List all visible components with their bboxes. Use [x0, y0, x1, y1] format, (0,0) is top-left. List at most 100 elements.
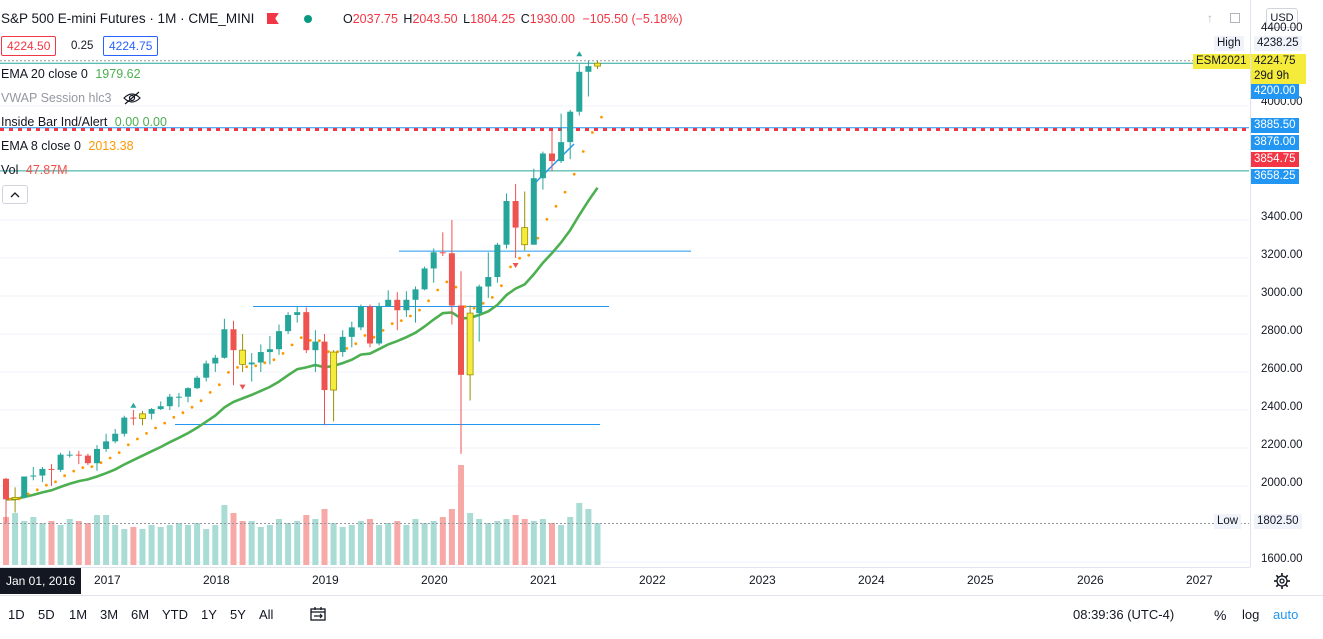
price-tick: 3400.00	[1261, 211, 1303, 223]
ema8-dot	[181, 411, 185, 415]
legend-ema20[interactable]: EMA 20 close 0 1979.62	[1, 67, 141, 81]
ema8-dot	[399, 319, 403, 322]
volume-bar	[412, 519, 419, 565]
volume-bar	[57, 525, 64, 565]
ema8-dot	[318, 339, 321, 343]
candle-body	[476, 286, 483, 314]
ema8-dot	[245, 365, 249, 369]
ema8-dot	[227, 371, 230, 374]
time-scale[interactable]: Jan 01, 2016 2017 2018 2019 2020 2021 20…	[0, 567, 1290, 595]
range-1y[interactable]: 1Y	[201, 607, 217, 622]
ema8-dot	[217, 383, 221, 387]
maximize-button[interactable]	[1225, 9, 1245, 27]
price-label-3658: 3658.25	[1251, 169, 1299, 184]
range-ytd[interactable]: YTD	[162, 607, 188, 622]
ohlc-change: −105.50 (−5.18%)	[582, 12, 683, 26]
currency-label[interactable]: USD	[1266, 8, 1298, 28]
volume-bar	[194, 523, 201, 565]
volume-bar	[385, 523, 392, 565]
candle-body	[585, 66, 592, 72]
scroll-up-button[interactable]: ↑	[1207, 11, 1213, 25]
ema8-dot	[117, 451, 121, 454]
range-3m[interactable]: 3M	[100, 607, 119, 622]
flag-icon[interactable]	[266, 13, 279, 24]
range-all[interactable]: All	[259, 607, 274, 622]
price-tick: 2200.00	[1261, 439, 1303, 451]
candle-body	[194, 377, 201, 389]
candle-body	[257, 352, 264, 363]
ema8-dot	[363, 334, 367, 337]
legend-inside-bar[interactable]: Inside Bar Ind/Alert 0.00 0.00	[1, 115, 167, 129]
candle-body	[558, 142, 565, 162]
volume-bar	[367, 519, 373, 565]
last-price-label: 4224.75 29d 9h	[1251, 54, 1306, 84]
ema8-dot	[572, 172, 576, 176]
ema8-dot	[409, 314, 412, 318]
candle-body	[367, 306, 373, 344]
ema8-dot	[581, 150, 585, 153]
clock-readout[interactable]: 08:39:36 (UTC-4)	[1073, 607, 1175, 622]
date-range-icon[interactable]	[309, 606, 327, 622]
settings-gear-icon[interactable]	[1273, 572, 1291, 590]
year-tick: 2021	[530, 573, 557, 587]
sell-price-button[interactable]: 4224.50	[1, 36, 57, 56]
range-1m[interactable]: 1M	[69, 607, 88, 622]
auto-toggle[interactable]: auto	[1273, 607, 1299, 622]
candle-body	[303, 312, 310, 351]
year-tick: 2019	[312, 573, 339, 587]
volume-bar	[294, 521, 301, 565]
candle-body	[175, 396, 182, 398]
ema8-dot	[199, 399, 203, 403]
candle-body	[549, 153, 555, 162]
ohlc-high: 2043.50	[412, 12, 458, 26]
ema8-dot	[136, 437, 139, 441]
hidden-eye-icon[interactable]	[123, 91, 141, 109]
ema8-dot	[108, 456, 112, 460]
ema8-dot	[600, 115, 603, 119]
collapse-legend-button[interactable]	[2, 185, 28, 204]
legend-ema8[interactable]: EMA 8 close 0 2013.38	[1, 139, 134, 153]
ema8-dot	[554, 204, 558, 208]
symbol-title[interactable]: S&P 500 E-mini Futures · 1M · CME_MINI	[1, 11, 255, 26]
candle-body	[276, 331, 282, 350]
ema8-dot	[445, 280, 449, 284]
inside-bar-up-arrow	[130, 402, 137, 408]
year-tick: 2024	[858, 573, 885, 587]
ema8-dot	[126, 443, 130, 447]
low-label: Low	[1214, 514, 1242, 529]
volume-bar	[530, 521, 537, 565]
volume-bar	[257, 527, 264, 565]
ohlc-open: 2037.75	[352, 12, 398, 26]
volume-bar	[476, 519, 483, 565]
candle-body	[239, 349, 247, 365]
legend-vwap[interactable]: VWAP Session hlc3	[1, 90, 141, 109]
legend-volume[interactable]: Vol 47.87M	[1, 163, 68, 177]
candle-body	[448, 253, 455, 306]
range-6m[interactable]: 6M	[131, 607, 150, 622]
volume-bar	[467, 513, 474, 565]
ema8-dot	[481, 301, 485, 305]
ema8-dot	[472, 306, 476, 310]
price-tick: 4400.00	[1261, 22, 1303, 34]
volume-bar	[421, 523, 428, 565]
log-toggle[interactable]: log	[1242, 607, 1260, 622]
volume-bar	[494, 521, 501, 565]
buy-price-button[interactable]: 4224.75	[103, 36, 159, 56]
volume-bar	[376, 525, 383, 565]
bottom-toolbar: 1D 5D 1M 3M 6M YTD 1Y 5Y All 08:39:36 (U…	[0, 595, 1323, 635]
candle-body	[112, 433, 119, 442]
volume-bar	[212, 525, 219, 565]
ema8-dot	[354, 342, 358, 346]
price-tick: 2400.00	[1261, 401, 1303, 413]
candle-body	[458, 305, 464, 375]
price-tick: 2800.00	[1261, 325, 1303, 337]
range-5d[interactable]: 5D	[38, 607, 55, 622]
range-1d[interactable]: 1D	[8, 607, 25, 622]
range-5y[interactable]: 5Y	[230, 607, 246, 622]
percent-toggle[interactable]: %	[1214, 607, 1227, 623]
ema8-dot	[418, 308, 421, 312]
ema8-dot	[372, 335, 376, 339]
price-scale[interactable]: 4400.00 4000.00 3400.00 3200.00 3000.00 …	[1250, 0, 1323, 567]
price-chart-canvas[interactable]	[0, 0, 1249, 567]
